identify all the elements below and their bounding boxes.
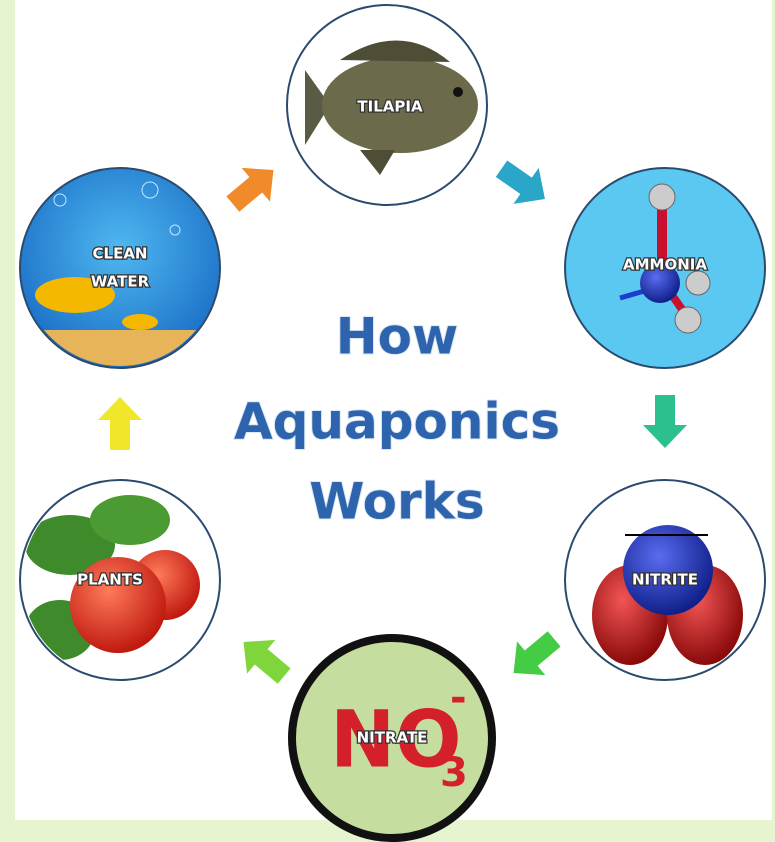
diagram: TILAPIA AMMONIA NITRITE NO 3 - NITRATE [0, 0, 775, 842]
node-plants: PLANTS [20, 480, 220, 680]
node-label: PLANTS [77, 571, 143, 589]
node-tilapia: TILAPIA [287, 5, 487, 205]
title-line: Aquaponics [234, 393, 560, 451]
formula-sub: 3 [440, 750, 468, 796]
node-nitrate: NO 3 - NITRATE [292, 638, 492, 838]
node-label: NITRATE [357, 729, 428, 747]
title-line: Works [309, 473, 484, 531]
formula-sup: - [450, 675, 467, 721]
node-label: NITRITE [632, 571, 698, 589]
node-label: TILAPIA [357, 98, 423, 116]
node-label: AMMONIA [623, 256, 707, 274]
node-nitrite: NITRITE [565, 480, 765, 680]
title-line: How [336, 308, 458, 366]
node-ammonia: AMMONIA [565, 168, 765, 368]
node-label: WATER [91, 273, 150, 291]
node-label: CLEAN [93, 245, 148, 263]
